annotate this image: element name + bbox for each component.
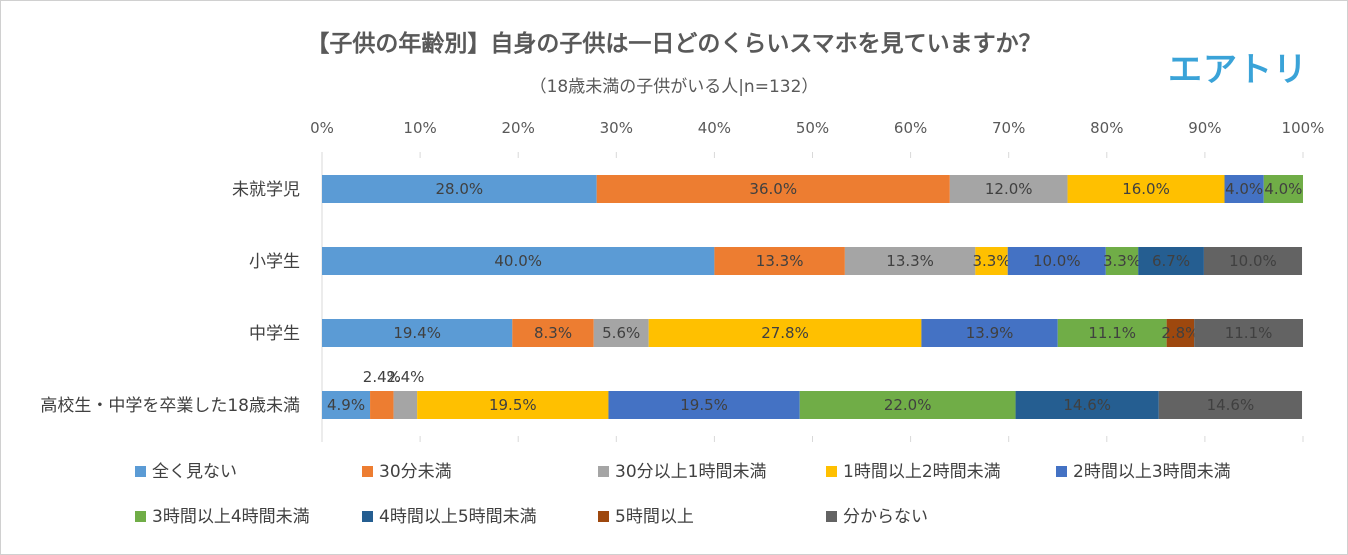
- chart-subtitle: （18歳未満の子供がいる人|n=132）: [529, 77, 819, 97]
- data-label: 28.0%: [436, 180, 484, 198]
- legend-swatch: [598, 466, 609, 477]
- bar-segment: [512, 319, 594, 347]
- bar-segment: [1015, 391, 1159, 419]
- bar-segment: [1067, 175, 1225, 203]
- data-label: 8.3%: [534, 324, 572, 342]
- legend-swatch: [598, 511, 609, 522]
- data-label: 5.6%: [602, 324, 640, 342]
- legend-label: 2時間以上3時間未満: [1073, 462, 1231, 482]
- data-label: 19.5%: [489, 396, 537, 414]
- chart-title: 【子供の年齢別】自身の子供は一日どのくらいスマホを見ていますか？: [306, 31, 1042, 57]
- data-label: 2.4%: [363, 368, 401, 386]
- bar-segment: [370, 391, 394, 419]
- data-label: 2.8%: [1161, 324, 1199, 342]
- x-tick-label: 90%: [1188, 119, 1221, 137]
- legend-label: 1時間以上2時間未満: [843, 462, 1001, 482]
- legend-swatch: [826, 466, 837, 477]
- legend-swatch: [1056, 466, 1067, 477]
- category-label: 小学生: [249, 252, 300, 272]
- bar-segment: [1203, 247, 1303, 275]
- data-label: 13.3%: [886, 252, 934, 270]
- x-tick-label: 0%: [310, 119, 334, 137]
- legend-label: 5時間以上: [615, 507, 694, 527]
- bar-segment: [648, 319, 922, 347]
- data-label: 36.0%: [749, 180, 797, 198]
- data-label: 14.6%: [1063, 396, 1111, 414]
- data-label: 6.7%: [1152, 252, 1190, 270]
- bar-segment: [322, 247, 715, 275]
- x-tick-label: 40%: [698, 119, 731, 137]
- bar-segment: [1166, 319, 1195, 347]
- x-tick-label: 30%: [600, 119, 633, 137]
- data-label: 4.0%: [1225, 180, 1263, 198]
- bar-segment: [975, 247, 1008, 275]
- legend-swatch: [135, 466, 146, 477]
- x-tick-label: 50%: [796, 119, 829, 137]
- data-label: 10.0%: [1033, 252, 1081, 270]
- x-tick-label: 60%: [894, 119, 927, 137]
- data-label: 4.0%: [1264, 180, 1302, 198]
- data-label: 3.3%: [1103, 252, 1141, 270]
- bar-segment: [949, 175, 1068, 203]
- bar-segment: [593, 319, 649, 347]
- category-label: 未就学児: [232, 180, 300, 200]
- bar-segment: [1007, 247, 1106, 275]
- bar-segment: [596, 175, 950, 203]
- bar-segment: [1105, 247, 1139, 275]
- data-label: 10.0%: [1229, 252, 1277, 270]
- bar-segment: [1263, 175, 1303, 203]
- data-label: 2.4%: [386, 368, 424, 386]
- data-label: 16.0%: [1122, 180, 1170, 198]
- x-tick-label: 80%: [1090, 119, 1123, 137]
- legend-label: 30分未満: [379, 462, 452, 482]
- bar-segment: [322, 319, 513, 347]
- legend-swatch: [362, 511, 373, 522]
- data-label: 19.5%: [680, 396, 728, 414]
- legend-label: 30分以上1時間未満: [615, 462, 766, 482]
- bar-segment: [417, 391, 609, 419]
- data-label: 13.3%: [756, 252, 804, 270]
- bar-segment: [844, 247, 976, 275]
- legend-swatch: [135, 511, 146, 522]
- bar-segment: [1224, 175, 1264, 203]
- legend-label: 全く見ない: [152, 462, 237, 482]
- legend-swatch: [826, 511, 837, 522]
- bar-segment: [1057, 319, 1167, 347]
- data-label: 40.0%: [494, 252, 542, 270]
- x-tick-label: 100%: [1282, 119, 1325, 137]
- legend-label: 3時間以上4時間未満: [152, 507, 310, 527]
- category-label: 高校生・中学を卒業した18歳未満: [40, 396, 300, 416]
- legend-label: 分からない: [843, 507, 928, 527]
- data-label: 11.1%: [1225, 324, 1273, 342]
- bar-segment: [322, 391, 371, 419]
- category-label: 中学生: [249, 324, 300, 344]
- airtrip-logo: エアトリ: [1168, 50, 1308, 90]
- data-label: 14.6%: [1207, 396, 1255, 414]
- data-label: 4.9%: [327, 396, 365, 414]
- bar-segment: [322, 175, 597, 203]
- data-label: 11.1%: [1088, 324, 1136, 342]
- bar-segment: [1194, 319, 1303, 347]
- x-tick-label: 20%: [502, 119, 535, 137]
- bar-segment: [1158, 391, 1303, 419]
- x-tick-label: 10%: [403, 119, 436, 137]
- bar-segment: [608, 391, 800, 419]
- bar-segment: [921, 319, 1058, 347]
- data-label: 22.0%: [884, 396, 932, 414]
- data-label: 12.0%: [985, 180, 1033, 198]
- data-label: 13.9%: [966, 324, 1014, 342]
- data-label: 27.8%: [761, 324, 809, 342]
- bar-segment: [799, 391, 1016, 419]
- data-label: 3.3%: [972, 252, 1010, 270]
- x-tick-label: 70%: [992, 119, 1025, 137]
- data-label: 19.4%: [393, 324, 441, 342]
- bar-segment: [1138, 247, 1204, 275]
- bar-segment: [393, 391, 418, 419]
- legend-label: 4時間以上5時間未満: [379, 507, 537, 527]
- legend-swatch: [362, 466, 373, 477]
- bar-segment: [714, 247, 845, 275]
